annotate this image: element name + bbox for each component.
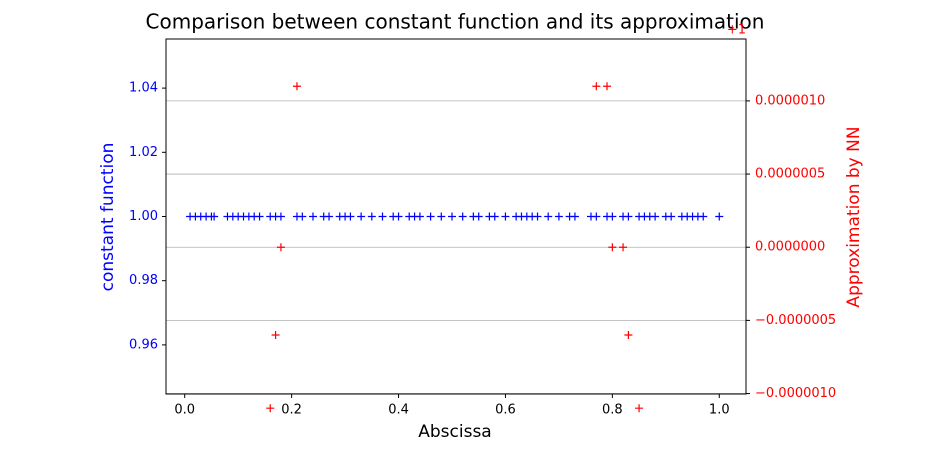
point — [426, 212, 435, 221]
point — [624, 212, 633, 221]
point — [437, 212, 446, 221]
x-tick-label: 0.0 — [174, 403, 195, 418]
point — [667, 212, 676, 221]
x-tick-label: 0.8 — [602, 403, 623, 418]
point — [447, 212, 456, 221]
point — [271, 331, 280, 340]
point — [554, 212, 563, 221]
point — [367, 212, 376, 221]
point — [490, 212, 499, 221]
point — [533, 212, 542, 221]
x-tick-label: 0.4 — [388, 403, 409, 418]
y2-tick-label: −0.0000005 — [755, 313, 836, 328]
point — [603, 82, 612, 91]
point — [292, 82, 301, 91]
point — [501, 212, 510, 221]
point — [624, 331, 633, 340]
point — [608, 212, 617, 221]
y2-offset-label: +1 — [727, 23, 746, 38]
y2-axis-label: Approximation by NN — [844, 126, 864, 307]
point — [619, 243, 628, 252]
point — [592, 82, 601, 91]
point — [255, 212, 264, 221]
point — [608, 243, 617, 252]
point — [210, 212, 219, 221]
plot-frame — [165, 38, 747, 395]
y2-tick-label: 0.0000010 — [755, 93, 825, 108]
y-tick-label: 1.04 — [129, 81, 158, 96]
point — [415, 212, 424, 221]
point — [570, 212, 579, 221]
y2-tick-label: 0.0000000 — [755, 240, 825, 255]
point — [357, 212, 366, 221]
y2-tick-label: −0.0000010 — [755, 386, 836, 401]
point — [635, 404, 644, 413]
point — [325, 212, 334, 221]
x-tick-label: 1.0 — [709, 403, 730, 418]
point — [394, 212, 403, 221]
x-tick-label: 0.2 — [281, 403, 302, 418]
x-tick-label: 0.6 — [495, 403, 516, 418]
y-axis-label: constant function — [98, 143, 118, 292]
y2-tick-label: 0.0000005 — [755, 167, 825, 182]
y-tick-label: 0.98 — [129, 273, 158, 288]
point — [458, 212, 467, 221]
point — [474, 212, 483, 221]
point — [544, 212, 553, 221]
y-tick-label: 1.02 — [129, 145, 158, 160]
point — [378, 212, 387, 221]
point — [276, 243, 285, 252]
y-tick-label: 0.96 — [129, 337, 158, 352]
point — [651, 212, 660, 221]
point — [298, 212, 307, 221]
point — [266, 404, 275, 413]
point — [592, 212, 601, 221]
x-axis-label: Abscissa — [418, 422, 491, 442]
point — [276, 212, 285, 221]
point — [346, 212, 355, 221]
chart-title: Comparison between constant function and… — [146, 10, 765, 34]
point — [699, 212, 708, 221]
y-tick-label: 1.00 — [129, 209, 158, 224]
point — [309, 212, 318, 221]
point — [715, 212, 724, 221]
